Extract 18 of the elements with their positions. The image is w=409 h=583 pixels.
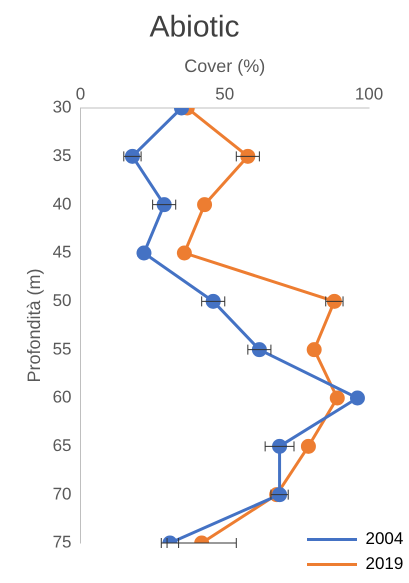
y-tick-label: 70	[52, 484, 72, 504]
y-tick-label: 35	[52, 146, 72, 166]
y-tick-label: 65	[52, 436, 72, 456]
y-tick-label: 55	[52, 339, 72, 358]
x-axis-title: Cover (%)	[184, 56, 266, 76]
y-tick-label: 75	[52, 532, 72, 552]
x-tick-label: 50	[215, 84, 234, 104]
x-tick-label: 100	[354, 84, 384, 104]
y-tick-label: 45	[52, 242, 72, 262]
y-axis-title: Profondità (m)	[24, 268, 44, 383]
legend-label: 2019	[366, 554, 404, 574]
legend-label: 2004	[366, 529, 404, 548]
chart-title: Abiotic	[149, 10, 240, 44]
y-tick-label: 40	[52, 194, 72, 214]
y-tick-label: 60	[52, 388, 72, 407]
y-tick-label: 50	[52, 291, 72, 310]
x-tick-label: 0	[76, 84, 86, 104]
y-tick-label: 30	[52, 98, 72, 117]
